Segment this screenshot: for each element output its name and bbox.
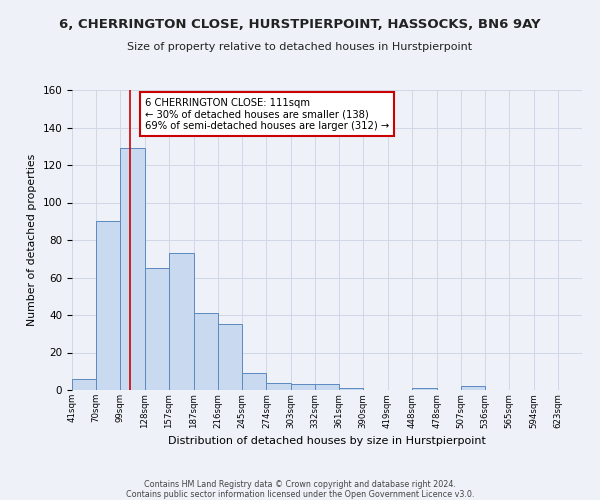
Bar bbox=[290, 384, 315, 390]
Bar bbox=[169, 253, 194, 390]
Text: Contains public sector information licensed under the Open Government Licence v3: Contains public sector information licen… bbox=[126, 490, 474, 499]
Text: Contains HM Land Registry data © Crown copyright and database right 2024.: Contains HM Land Registry data © Crown c… bbox=[144, 480, 456, 489]
Bar bbox=[194, 313, 218, 390]
Bar bbox=[315, 384, 339, 390]
Bar bbox=[412, 388, 437, 390]
X-axis label: Distribution of detached houses by size in Hurstpierpoint: Distribution of detached houses by size … bbox=[168, 436, 486, 446]
Bar bbox=[72, 379, 96, 390]
Y-axis label: Number of detached properties: Number of detached properties bbox=[27, 154, 37, 326]
Bar bbox=[96, 221, 121, 390]
Bar bbox=[145, 268, 169, 390]
Bar bbox=[218, 324, 242, 390]
Text: 6 CHERRINGTON CLOSE: 111sqm
← 30% of detached houses are smaller (138)
69% of se: 6 CHERRINGTON CLOSE: 111sqm ← 30% of det… bbox=[145, 98, 389, 130]
Bar bbox=[266, 382, 290, 390]
Text: 6, CHERRINGTON CLOSE, HURSTPIERPOINT, HASSOCKS, BN6 9AY: 6, CHERRINGTON CLOSE, HURSTPIERPOINT, HA… bbox=[59, 18, 541, 30]
Bar bbox=[339, 388, 364, 390]
Text: Size of property relative to detached houses in Hurstpierpoint: Size of property relative to detached ho… bbox=[127, 42, 473, 52]
Bar bbox=[121, 148, 145, 390]
Bar bbox=[242, 373, 266, 390]
Bar bbox=[461, 386, 485, 390]
